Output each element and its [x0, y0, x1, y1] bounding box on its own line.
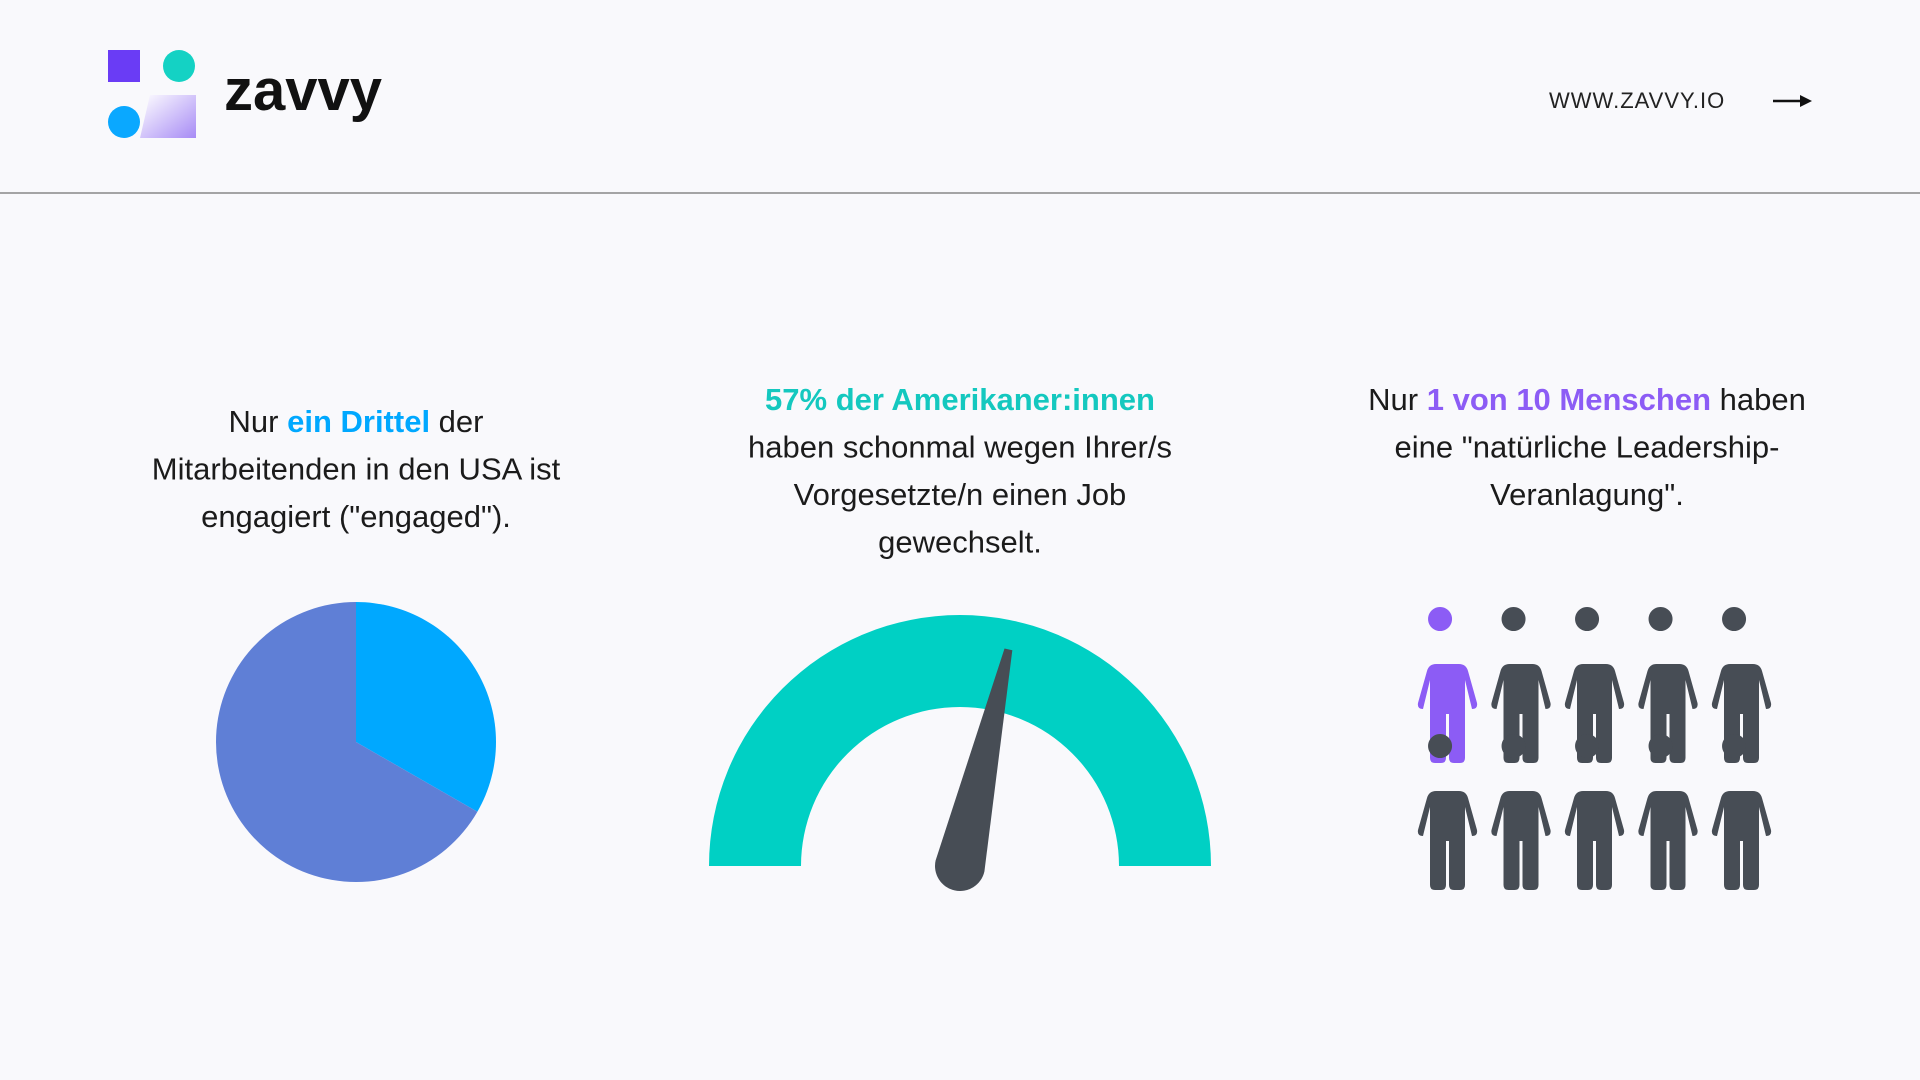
- caption-line: haben schonmal wegen Ihrer/s: [748, 430, 1172, 465]
- caption-text: Vorgesetzte/n einen Job: [794, 477, 1127, 512]
- logo-text: zavvy: [224, 58, 382, 123]
- caption-line: Mitarbeitenden in den USA ist: [152, 452, 561, 487]
- highlight: 1 von 10 Menschen: [1427, 382, 1711, 417]
- caption-line: eine "natürliche Leadership-: [1395, 430, 1780, 465]
- caption-line: engagiert ("engaged").: [201, 499, 511, 534]
- caption-text: haben schonmal wegen Ihrer/s: [748, 430, 1172, 465]
- logo-dot: [163, 50, 195, 82]
- caption-text: Veranlagung".: [1490, 477, 1684, 512]
- person-icon: [1491, 734, 1551, 890]
- person-icon: [1417, 734, 1478, 890]
- caption-text: haben: [1711, 382, 1806, 417]
- logo-shape: [140, 95, 196, 138]
- person-icon: [1491, 607, 1551, 763]
- gauge-track: [709, 615, 1211, 866]
- logo: [108, 50, 196, 138]
- pie-slice: [356, 602, 496, 812]
- url[interactable]: WWW.ZAVVY.IO: [1549, 88, 1725, 113]
- caption-text: engagiert ("engaged").: [201, 499, 511, 534]
- caption-line: Nur 1 von 10 Menschen haben: [1368, 382, 1806, 417]
- caption-text: Nur: [229, 404, 288, 439]
- person-icon: [1711, 734, 1772, 890]
- caption-text: Nur: [1368, 382, 1427, 417]
- person-icon: [1564, 734, 1625, 890]
- person-icon: [1417, 607, 1478, 763]
- caption-line: Nur ein Drittel der: [229, 404, 484, 439]
- caption-text: eine "natürliche Leadership-: [1395, 430, 1780, 465]
- caption-line: 57% der Amerikaner:innen: [765, 382, 1155, 417]
- caption-text: Mitarbeitenden in den USA ist: [152, 452, 561, 487]
- person-icon: [1638, 734, 1698, 890]
- logo-dot: [108, 106, 140, 138]
- caption-line: gewechselt.: [878, 525, 1042, 560]
- caption-text: gewechselt.: [878, 525, 1042, 560]
- person-icon: [1711, 607, 1772, 763]
- highlight: ein Drittel: [287, 404, 430, 439]
- pie-slice: [215, 602, 478, 882]
- caption-line: Vorgesetzte/n einen Job: [794, 477, 1127, 512]
- person-icon: [1564, 607, 1625, 763]
- highlight: 57% der Amerikaner:innen: [765, 382, 1155, 417]
- caption-text: der: [430, 404, 483, 439]
- caption-line: Veranlagung".: [1490, 477, 1684, 512]
- person-icon: [1638, 607, 1698, 763]
- logo-square: [108, 50, 140, 82]
- arrow[interactable]: [1773, 95, 1812, 107]
- gauge-needle: [934, 648, 1013, 892]
